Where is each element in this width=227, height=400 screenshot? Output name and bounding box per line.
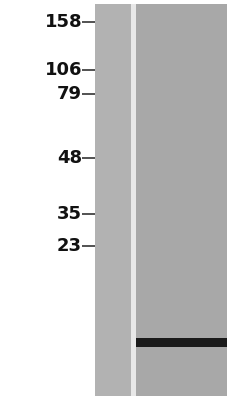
Bar [135, 338, 227, 347]
Text: 158: 158 [44, 13, 82, 31]
Bar [94, 4, 131, 396]
Text: 79: 79 [57, 85, 82, 103]
Bar [135, 4, 227, 396]
Bar [131, 4, 135, 396]
Text: 23: 23 [57, 237, 82, 255]
Text: 35: 35 [57, 205, 82, 223]
Text: 48: 48 [57, 149, 82, 167]
Text: 106: 106 [44, 61, 82, 79]
